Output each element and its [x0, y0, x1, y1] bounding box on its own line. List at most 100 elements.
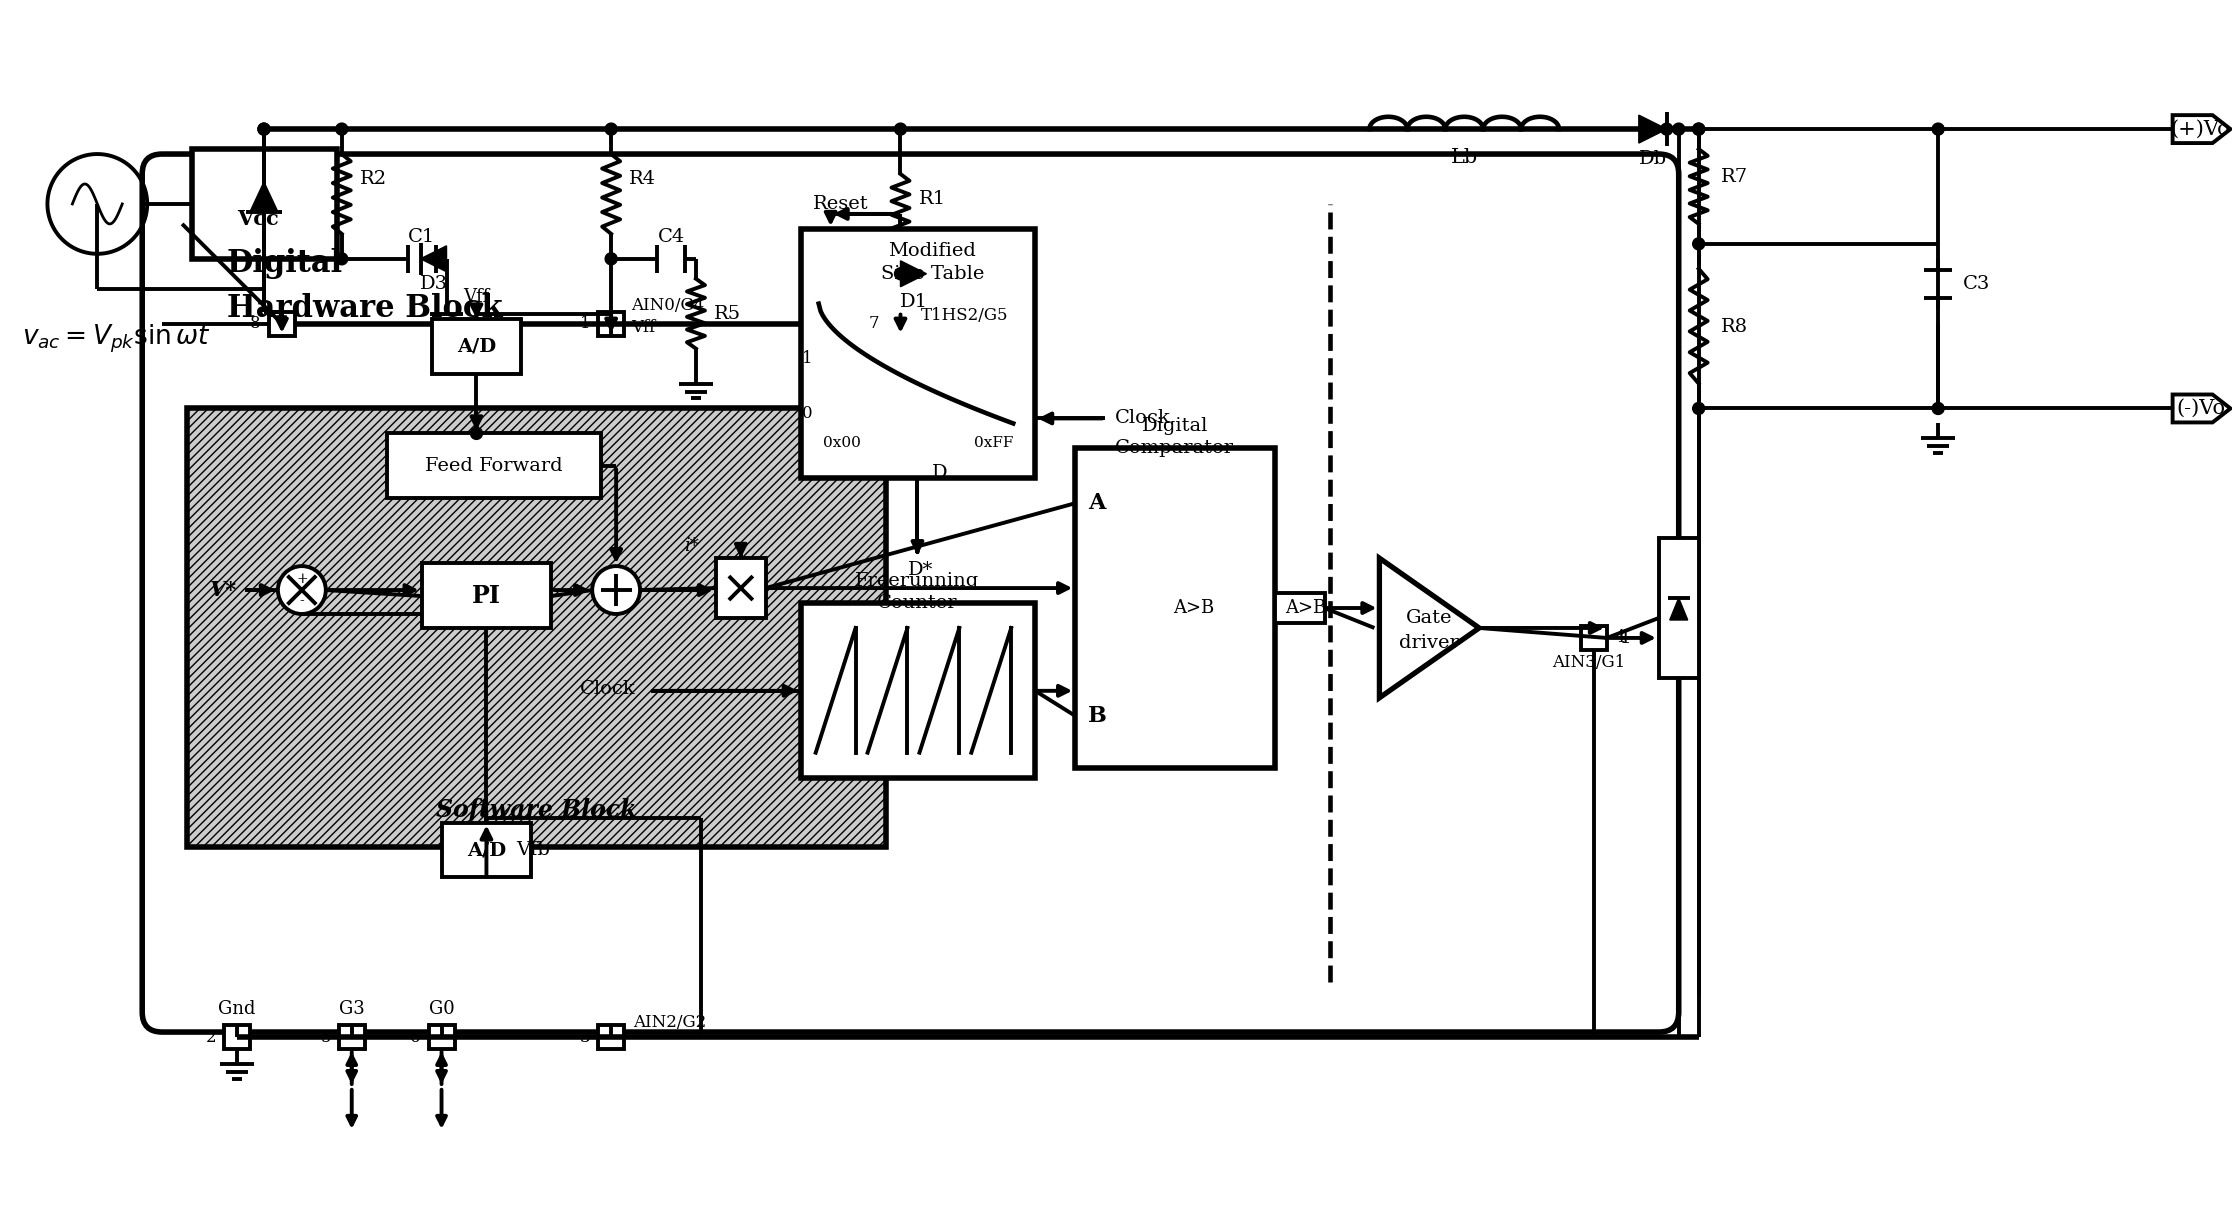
Bar	[715, 559, 767, 618]
Circle shape	[335, 123, 349, 135]
Bar	[599, 1025, 624, 1049]
Text: R7: R7	[1721, 168, 1748, 185]
Text: T1HS2/G5: T1HS2/G5	[921, 307, 1008, 324]
Text: PI: PI	[472, 585, 501, 608]
Text: Db: Db	[1638, 150, 1667, 168]
Bar	[431, 319, 521, 373]
Text: Freerunning: Freerunning	[856, 572, 979, 591]
Text: (-)Vo: (-)Vo	[2177, 399, 2226, 418]
Text: V*: V*	[210, 580, 237, 600]
Text: 1: 1	[579, 316, 590, 332]
Text: Lb: Lb	[1451, 147, 1477, 167]
Circle shape	[257, 123, 270, 135]
Text: Counter: Counter	[876, 594, 959, 612]
Circle shape	[1931, 123, 1944, 135]
Text: $v_{ac} = V_{pk} \sin \omega t$: $v_{ac} = V_{pk} \sin \omega t$	[22, 323, 210, 355]
Text: D: D	[932, 464, 948, 483]
Polygon shape	[1670, 598, 1687, 620]
Text: driver: driver	[1399, 634, 1459, 652]
Text: B: B	[1088, 705, 1106, 727]
Text: Clock: Clock	[581, 680, 637, 698]
Bar	[387, 433, 601, 499]
Text: Feed Forward: Feed Forward	[425, 457, 563, 475]
Text: AIN0/G4: AIN0/G4	[630, 297, 704, 314]
Circle shape	[606, 253, 617, 265]
Text: G3: G3	[340, 1000, 364, 1018]
Text: 0: 0	[802, 405, 814, 422]
Text: D*: D*	[907, 561, 932, 580]
Text: Gnd: Gnd	[219, 1000, 255, 1018]
Text: 6: 6	[409, 1029, 420, 1045]
Text: AIN2/G2: AIN2/G2	[633, 1013, 706, 1030]
Text: Comparator: Comparator	[1115, 440, 1234, 457]
Bar	[800, 228, 1035, 479]
Text: Software Block: Software Block	[436, 797, 637, 822]
Text: Reset: Reset	[814, 195, 869, 212]
Bar	[599, 312, 624, 335]
Bar	[887, 312, 914, 335]
Polygon shape	[2172, 115, 2231, 144]
Circle shape	[1692, 123, 1705, 135]
Polygon shape	[1379, 559, 1480, 698]
Circle shape	[1692, 403, 1705, 415]
Bar	[188, 409, 885, 847]
Bar	[1075, 448, 1274, 768]
Text: Modified: Modified	[890, 242, 977, 260]
Text: Gate: Gate	[1406, 609, 1453, 628]
Circle shape	[894, 123, 907, 135]
Text: Digital: Digital	[1142, 418, 1209, 436]
Bar	[1229, 593, 1274, 623]
Circle shape	[335, 253, 349, 265]
Bar	[422, 564, 552, 628]
Polygon shape	[250, 182, 277, 212]
Text: G0: G0	[429, 1000, 454, 1018]
Polygon shape	[420, 246, 447, 271]
Text: 2: 2	[206, 1029, 217, 1045]
Text: 8: 8	[250, 316, 261, 332]
Bar	[443, 823, 532, 877]
Text: Digital: Digital	[228, 248, 344, 279]
Text: A/D: A/D	[456, 338, 496, 356]
Text: 4: 4	[1618, 629, 1629, 647]
Text: A/D: A/D	[467, 841, 505, 860]
Text: 0xFF: 0xFF	[974, 436, 1012, 451]
Text: R1: R1	[919, 190, 945, 208]
Text: C3: C3	[1962, 275, 1991, 292]
Text: A>B: A>B	[1285, 599, 1325, 616]
Text: Hardware Block: Hardware Block	[228, 293, 503, 324]
Text: +: +	[295, 572, 308, 586]
Text: Vff: Vff	[630, 319, 655, 336]
Text: C1: C1	[409, 228, 436, 246]
Circle shape	[606, 123, 617, 135]
Text: Sine Table: Sine Table	[881, 265, 983, 282]
Bar	[340, 1025, 364, 1049]
Text: (+)Vo: (+)Vo	[2170, 119, 2231, 139]
Circle shape	[1672, 123, 1685, 135]
Text: Vff: Vff	[463, 287, 489, 306]
Text: -: -	[299, 594, 304, 608]
Bar	[429, 1025, 454, 1049]
Text: A>B: A>B	[1173, 599, 1216, 616]
Circle shape	[894, 268, 907, 280]
FancyBboxPatch shape	[143, 154, 1678, 1032]
Polygon shape	[2172, 394, 2231, 422]
Text: D3: D3	[420, 275, 447, 292]
Polygon shape	[1638, 115, 1667, 144]
Bar	[1658, 538, 1699, 678]
Text: Vcc: Vcc	[237, 209, 279, 228]
Bar	[224, 1025, 250, 1049]
Text: R5: R5	[713, 305, 742, 323]
Text: 5: 5	[320, 1029, 331, 1045]
Text: D1: D1	[898, 292, 928, 311]
Bar	[192, 149, 337, 259]
Bar	[1274, 593, 1325, 623]
Text: R2: R2	[360, 169, 387, 188]
Circle shape	[1692, 123, 1705, 135]
Polygon shape	[901, 260, 928, 287]
Text: 0x00: 0x00	[822, 436, 860, 451]
Bar	[1580, 626, 1607, 650]
Circle shape	[592, 566, 639, 614]
Text: 7: 7	[869, 316, 881, 332]
Text: 4: 4	[1616, 630, 1625, 646]
Circle shape	[1661, 123, 1672, 135]
